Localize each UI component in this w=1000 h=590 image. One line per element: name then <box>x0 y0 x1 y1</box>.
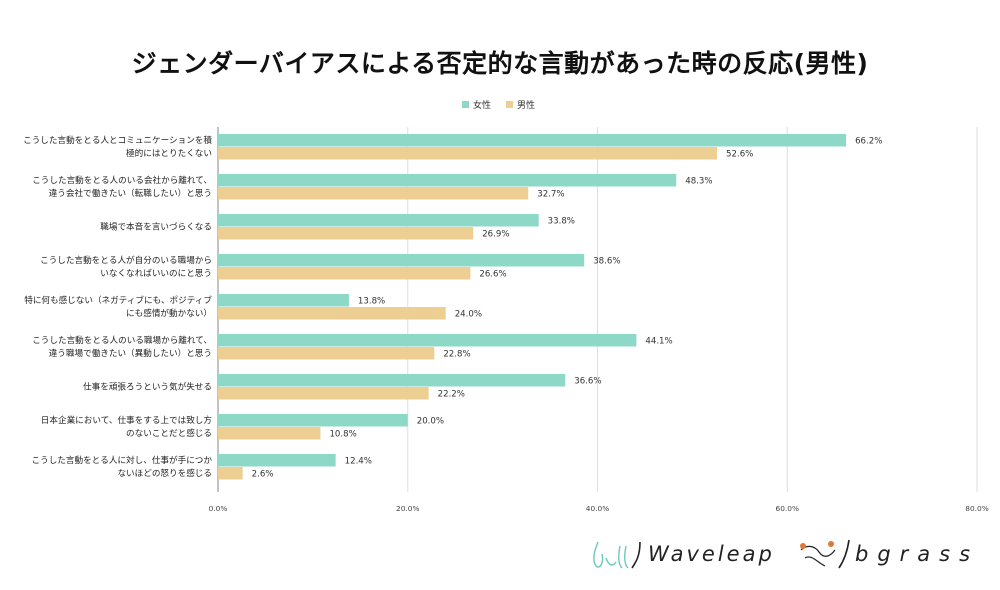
category-label: こうした言動をとる人に対し、仕事が手につか <box>32 454 213 466</box>
category-label: ないほどの怒りを感じる <box>117 467 212 479</box>
x-axis-ticks: 0.0% 20.0% 40.0% 60.0% 80.0% <box>209 504 989 513</box>
bar-female <box>218 334 637 347</box>
legend-swatch-1 <box>506 101 513 108</box>
category-label: 仕事を頑張ろうという気が失せる <box>83 381 212 393</box>
bar-value-label: 52.6% <box>726 149 753 159</box>
x-tick-label: 20.0% <box>396 504 419 513</box>
bar-male <box>218 227 474 240</box>
bar-male <box>218 267 471 280</box>
bar-value-label: 26.6% <box>479 269 506 279</box>
bar-value-label: 32.7% <box>537 189 564 199</box>
bar-male <box>218 467 243 480</box>
x-tick-label: 0.0% <box>209 504 228 513</box>
category-label: 極的にはとりたくない <box>126 147 212 159</box>
bar-value-label: 10.8% <box>329 429 356 439</box>
logo-area: Waveleap bgrass <box>580 532 990 576</box>
waveleap-logo-text: Waveleap <box>648 542 775 566</box>
bar-value-label: 2.6% <box>252 469 274 479</box>
category-labels: こうした言動をとる人とコミュニケーションを積極的にはとりたくないこうした言動をと… <box>23 134 212 479</box>
category-label: いなくなればいいのにと思う <box>100 268 212 279</box>
x-tick-label: 60.0% <box>776 504 799 513</box>
legend-swatch-0 <box>462 101 469 108</box>
waveleap-logo-mark <box>593 541 641 569</box>
bars: 66.2% 52.6% 48.3% 32.7% 33.8% 26.9% 38.6% 26.6%… <box>218 134 882 480</box>
bar-female <box>218 294 349 307</box>
category-label: 特に何も感じない（ネガティブにも、ポジティブ <box>24 294 212 306</box>
bar-value-label: 66.2% <box>855 136 882 146</box>
bar-female <box>218 414 408 427</box>
bar-female <box>218 374 566 387</box>
bar-female <box>218 214 539 227</box>
bgrass-logo-text: bgrass <box>855 542 980 566</box>
bar-value-label: 12.4% <box>345 456 372 466</box>
bar-female <box>218 454 336 467</box>
bar-male <box>218 427 321 440</box>
bar-female <box>218 254 585 267</box>
legend: 女性 男性 <box>462 99 535 111</box>
legend-label-0: 女性 <box>473 99 491 111</box>
bar-value-label: 20.0% <box>417 416 444 426</box>
bar-value-label: 22.2% <box>438 389 465 399</box>
bar-value-label: 48.3% <box>685 176 712 186</box>
chart-title: ジェンダーバイアスによる否定的な言動があった時の反応(男性) <box>131 49 869 78</box>
bar-value-label: 36.6% <box>574 376 601 386</box>
bar-value-label: 38.6% <box>593 256 620 266</box>
category-label: こうした言動をとる人が自分のいる職場から <box>40 254 212 266</box>
bar-male <box>218 307 446 320</box>
bar-female <box>218 174 677 187</box>
category-label: 日本企業において、仕事をする上では致し方 <box>41 414 213 426</box>
category-label: 職場で本音を言いづらくなる <box>100 221 212 233</box>
bar-male <box>218 387 429 400</box>
category-label: こうした言動をとる人とコミュニケーションを積 <box>23 134 212 146</box>
category-label: 違う会社で働きたい（転職したい）と思う <box>49 187 212 199</box>
bar-male <box>218 347 435 360</box>
category-label: にも感情が動かない） <box>126 307 212 319</box>
bar-value-label: 33.8% <box>548 216 575 226</box>
bar-female <box>218 134 847 147</box>
bar-value-label: 13.8% <box>358 296 385 306</box>
category-label: のないことだと感じる <box>126 427 212 439</box>
x-tick-label: 40.0% <box>586 504 609 513</box>
bar-male <box>218 147 718 160</box>
category-label: 違う職場で働きたい（異動したい）と思う <box>49 347 212 359</box>
category-label: こうした言動をとる人のいる会社から離れて、 <box>32 174 212 186</box>
bar-value-label: 24.0% <box>455 309 482 319</box>
legend-label-1: 男性 <box>517 99 535 111</box>
bar-value-label: 44.1% <box>645 336 672 346</box>
bgrass-logo-mark <box>800 539 850 569</box>
x-tick-label: 80.0% <box>965 504 988 513</box>
category-label: こうした言動をとる人のいる職場から離れて、 <box>32 334 212 346</box>
bar-value-label: 26.9% <box>482 229 509 239</box>
bar-chart: 女性 男性 66.2% 52.6% 48.3% 32.7% 33.8% 26.9% 38.6%… <box>23 99 989 513</box>
bar-value-label: 22.8% <box>443 349 470 359</box>
bar-male <box>218 187 529 200</box>
